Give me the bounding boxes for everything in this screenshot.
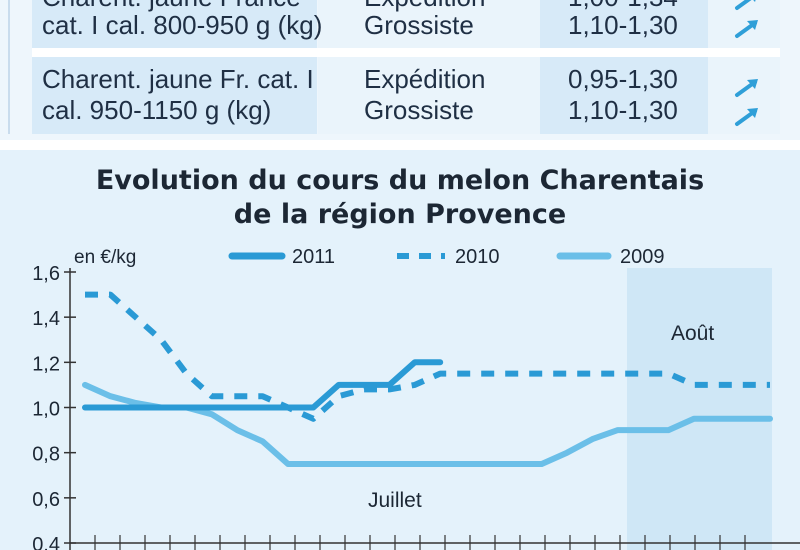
trend-up-icon	[735, 108, 758, 126]
y-tick-label: 1,2	[32, 353, 60, 375]
legend-label-2011: 2011	[292, 246, 335, 268]
series-line-2010	[85, 291, 770, 422]
row2-product-line2: cal. 950-1150 g (kg)	[42, 95, 272, 125]
row2-price-grossiste: 1,10-1,30	[568, 95, 678, 125]
row1-type-cell	[318, 0, 540, 48]
row-separator	[32, 48, 780, 57]
trend-up-icon	[735, 0, 756, 10]
row2-type-cell	[318, 57, 540, 134]
row2-price-cell	[540, 57, 708, 134]
row1-price-grossiste: 1,10-1,30	[568, 10, 678, 40]
annotation-aout: Août	[671, 322, 714, 345]
row2-price-expedition: 0,95-1,30	[568, 64, 678, 94]
row1-price-expedition: 1,00-1,34	[568, 0, 678, 13]
y-tick-label: 0,6	[32, 489, 60, 511]
row2-product-cell	[32, 57, 317, 134]
legend-label-2010: 2010	[455, 246, 500, 268]
row1-product-line2: cat. I cal. 800-950 g (kg)	[42, 10, 323, 40]
y-tick-label: 1,4	[32, 308, 60, 330]
row1-product-line1: Charent. jaune France	[42, 0, 301, 13]
aout-shaded-region	[627, 268, 772, 550]
y-tick-label: 1,6	[32, 263, 60, 285]
legend-label-2009: 2009	[620, 246, 665, 268]
row1-product-cell	[32, 0, 317, 48]
price-table: Charent. jaune France cat. I cal. 800-95…	[0, 0, 800, 140]
series-line-2011	[82, 359, 444, 411]
chart-plot: 0,4 0,6 0,8 1,0 1,2 1,4 1,6 en €/kg 2011 2010 2009…	[32, 246, 800, 550]
row2-type-grossiste: Grossiste	[364, 95, 474, 125]
y-tick-label: 0,4	[32, 534, 60, 550]
row1-type-grossiste: Grossiste	[364, 10, 474, 40]
table-left-border	[8, 0, 10, 134]
chart-title-line2: de la région Provence	[233, 199, 567, 230]
chart-title-line1: Evolution du cours du melon Charentais	[95, 165, 705, 196]
row1-price-cell	[540, 0, 708, 48]
trend-up-icon	[735, 20, 758, 38]
annotation-juillet: Juillet	[368, 489, 422, 512]
y-axis-label: en €/kg	[74, 247, 136, 268]
series-line-2009	[82, 381, 773, 467]
y-tick-label: 1,0	[32, 399, 60, 421]
row2-product-line1: Charent. jaune Fr. cat. I	[42, 64, 314, 94]
chart-title: Evolution du cours du melon Charentais d…	[0, 164, 800, 232]
row2-type-expedition: Expédition	[364, 64, 486, 94]
trend-up-icon	[735, 79, 758, 97]
melon-price-chart: Evolution du cours du melon Charentais d…	[0, 150, 800, 550]
y-tick-label: 0,8	[32, 444, 60, 466]
row1-trend-cell	[708, 0, 780, 48]
row1-type-expedition: Expédition	[364, 0, 485, 13]
